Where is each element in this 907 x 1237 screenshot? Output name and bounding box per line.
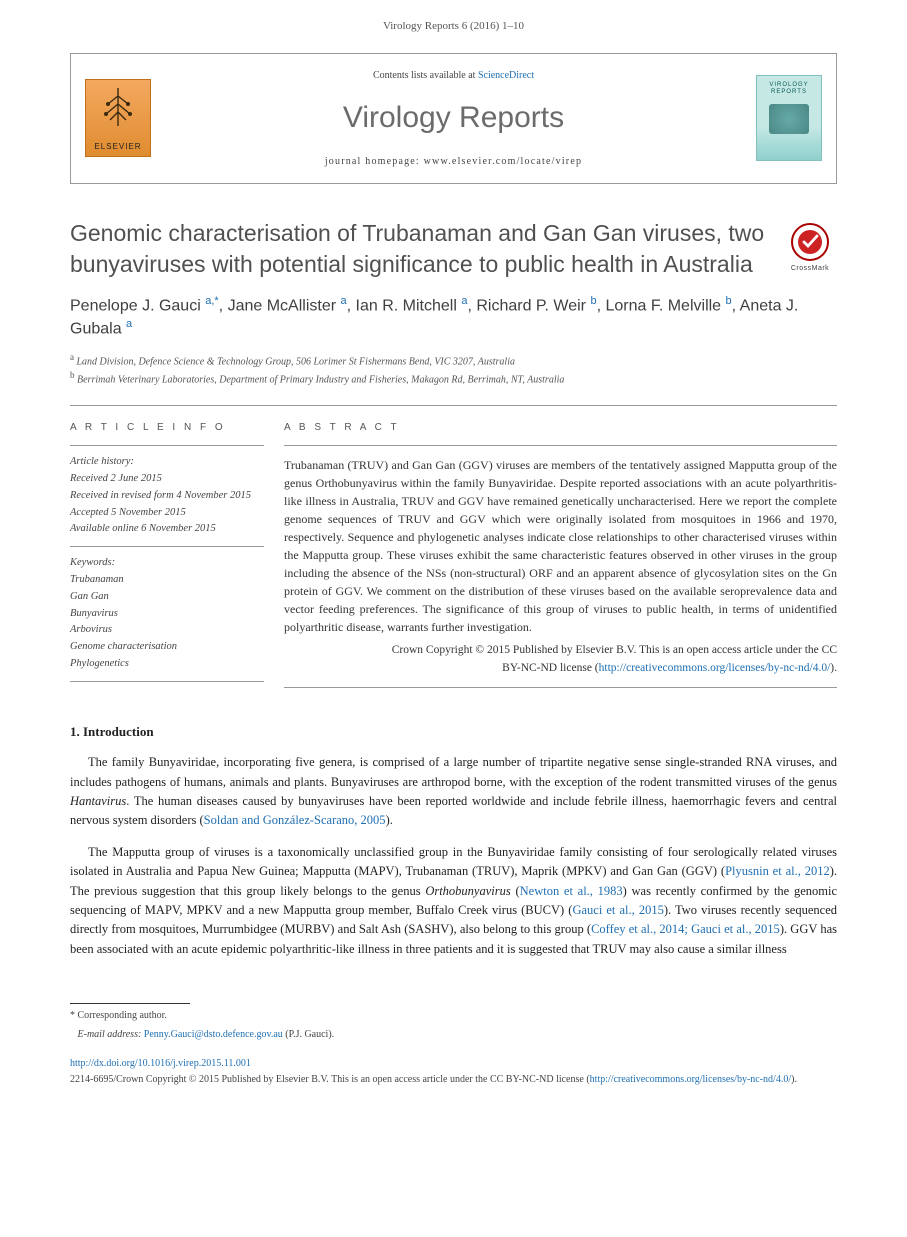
- article-title: Genomic characterisation of Trubanaman a…: [70, 218, 765, 280]
- copyright-line2-prefix: BY-NC-ND license (: [502, 662, 598, 674]
- affiliations: a Land Division, Defence Science & Techn…: [70, 351, 837, 388]
- abstract-copyright: Crown Copyright © 2015 Published by Else…: [284, 642, 837, 677]
- keyword-item: Arbovirus: [70, 622, 264, 639]
- keyword-item: Genome characterisation: [70, 639, 264, 656]
- email-label: E-mail address:: [78, 1029, 142, 1040]
- footnote-divider: [70, 1003, 190, 1004]
- cover-image-icon: [769, 104, 809, 134]
- history-online: Available online 6 November 2015: [70, 521, 264, 538]
- abstract-heading: A B S T R A C T: [284, 406, 837, 445]
- abstract-column: A B S T R A C T Trubanaman (TRUV) and Ga…: [284, 406, 837, 688]
- keyword-item: Phylogenetics: [70, 656, 264, 673]
- abstract-text: Trubanaman (TRUV) and Gan Gan (GGV) viru…: [284, 446, 837, 642]
- issn-copyright-suffix: ).: [791, 1074, 797, 1085]
- copyright-line2-suffix: ).: [830, 662, 837, 674]
- license-link[interactable]: http://creativecommons.org/licenses/by-n…: [599, 662, 831, 674]
- copyright-line1: Crown Copyright © 2015 Published by Else…: [392, 644, 837, 656]
- article-info-column: A R T I C L E I N F O Article history: R…: [70, 406, 264, 688]
- affiliation-a: a Land Division, Defence Science & Techn…: [70, 351, 837, 369]
- contents-available-prefix: Contents lists available at: [373, 70, 478, 81]
- journal-header: ELSEVIER Contents lists available at Sci…: [70, 53, 837, 183]
- contents-available: Contents lists available at ScienceDirec…: [163, 68, 744, 83]
- doi-link[interactable]: http://dx.doi.org/10.1016/j.virep.2015.1…: [70, 1058, 251, 1069]
- footer-license-link[interactable]: http://creativecommons.org/licenses/by-n…: [590, 1074, 791, 1085]
- header-divider: [70, 183, 837, 184]
- asterisk-icon: *: [70, 1010, 78, 1021]
- issn-copyright-prefix: 2214-6695/Crown Copyright © 2015 Publish…: [70, 1074, 590, 1085]
- journal-name: Virology Reports: [163, 95, 744, 140]
- cover-title: VIROLOGY REPORTS: [757, 76, 821, 96]
- email-footnote: E-mail address: Penny.Gauci@dsto.defence…: [70, 1027, 837, 1042]
- keyword-item: Gan Gan: [70, 589, 264, 606]
- crossmark-label: CrossMark: [791, 264, 829, 275]
- email-link[interactable]: Penny.Gauci@dsto.defence.gov.au: [144, 1029, 283, 1040]
- intro-paragraph-2: The Mapputta group of viruses is a taxon…: [70, 843, 837, 959]
- citation-header: Virology Reports 6 (2016) 1–10: [0, 0, 907, 45]
- history-accepted: Accepted 5 November 2015: [70, 505, 264, 522]
- keyword-item: Bunyavirus: [70, 606, 264, 623]
- history-label: Article history:: [70, 454, 264, 471]
- keywords: Keywords: Trubanaman Gan Gan Bunyavirus …: [70, 547, 264, 681]
- info-rule-3: [70, 681, 264, 682]
- article-info-heading: A R T I C L E I N F O: [70, 406, 264, 445]
- keywords-label: Keywords:: [70, 555, 264, 572]
- section-heading-introduction: 1. Introduction: [70, 722, 837, 742]
- sciencedirect-link[interactable]: ScienceDirect: [478, 70, 534, 81]
- history-revised: Received in revised form 4 November 2015: [70, 488, 264, 505]
- article-history: Article history: Received 2 June 2015 Re…: [70, 446, 264, 546]
- corresponding-author-label: Corresponding author.: [78, 1010, 167, 1021]
- corresponding-author-footnote: * Corresponding author.: [70, 1008, 837, 1023]
- crossmark-icon: [790, 222, 830, 262]
- doi-footer: http://dx.doi.org/10.1016/j.virep.2015.1…: [70, 1056, 837, 1087]
- abstract-rule-2: [284, 687, 837, 688]
- elsevier-label: ELSEVIER: [94, 141, 141, 156]
- history-received: Received 2 June 2015: [70, 471, 264, 488]
- journal-cover-thumbnail: VIROLOGY REPORTS: [756, 75, 822, 161]
- email-suffix: (P.J. Gauci).: [283, 1029, 334, 1040]
- crossmark-badge[interactable]: CrossMark: [783, 222, 837, 276]
- elsevier-tree-icon: [98, 86, 138, 130]
- intro-paragraph-1: The family Bunyaviridae, incorporating f…: [70, 753, 837, 831]
- keyword-item: Trubanaman: [70, 572, 264, 589]
- journal-homepage: journal homepage: www.elsevier.com/locat…: [163, 154, 744, 169]
- affiliation-b: b Berrimah Veterinary Laboratories, Depa…: [70, 369, 837, 387]
- author-list: Penelope J. Gauci a,*, Jane McAllister a…: [70, 294, 837, 341]
- elsevier-logo: ELSEVIER: [85, 79, 151, 157]
